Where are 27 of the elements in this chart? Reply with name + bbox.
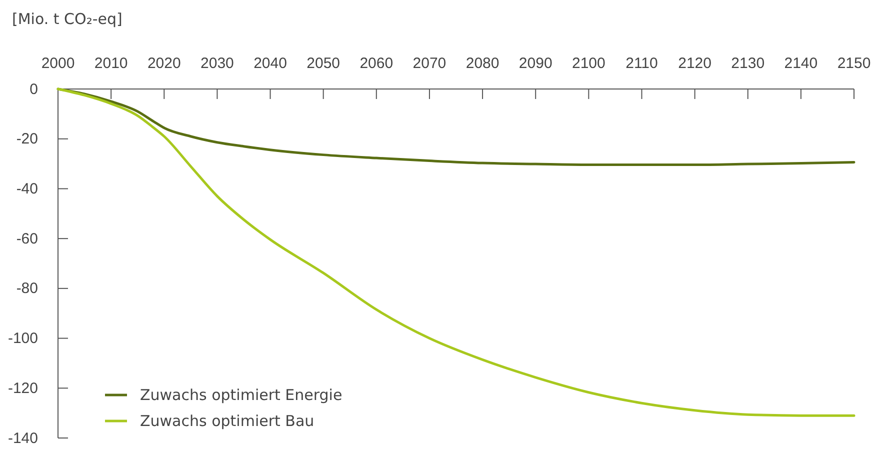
y-tick-label: -120 <box>8 380 38 397</box>
x-tick-label: 2130 <box>731 55 765 72</box>
x-tick-label: 2050 <box>306 55 340 72</box>
x-tick-label: 2150 <box>837 55 871 72</box>
x-tick-label: 2030 <box>200 55 234 72</box>
x-tick-label: 2070 <box>412 55 446 72</box>
x-tick-label: 2100 <box>572 55 606 72</box>
y-tick-label: -140 <box>8 430 38 447</box>
x-tick-label: 2060 <box>360 55 394 72</box>
legend-label: Zuwachs optimiert Energie <box>140 386 342 404</box>
x-tick-label: 2040 <box>254 55 287 72</box>
x-tick-label: 2010 <box>94 55 128 72</box>
y-tick-label: 0 <box>30 80 38 98</box>
x-tick-label: 2090 <box>518 55 552 72</box>
y-tick-label: -20 <box>16 130 38 148</box>
y-tick-label: -60 <box>16 230 38 248</box>
x-tick-label: 2120 <box>678 55 712 72</box>
x-tick-label: 2140 <box>784 55 818 72</box>
x-tick-label: 2020 <box>147 55 181 72</box>
y-tick-label: -80 <box>16 280 38 298</box>
y-axis-title: [Mio. t CO₂-eq] <box>12 10 122 28</box>
x-tick-label: 2110 <box>626 55 658 72</box>
y-tick-label: -100 <box>8 330 38 348</box>
legend-label: Zuwachs optimiert Bau <box>140 412 314 430</box>
x-tick-label: 2000 <box>41 55 75 72</box>
x-tick-label: 2080 <box>466 55 500 72</box>
y-tick-label: -40 <box>16 180 38 198</box>
